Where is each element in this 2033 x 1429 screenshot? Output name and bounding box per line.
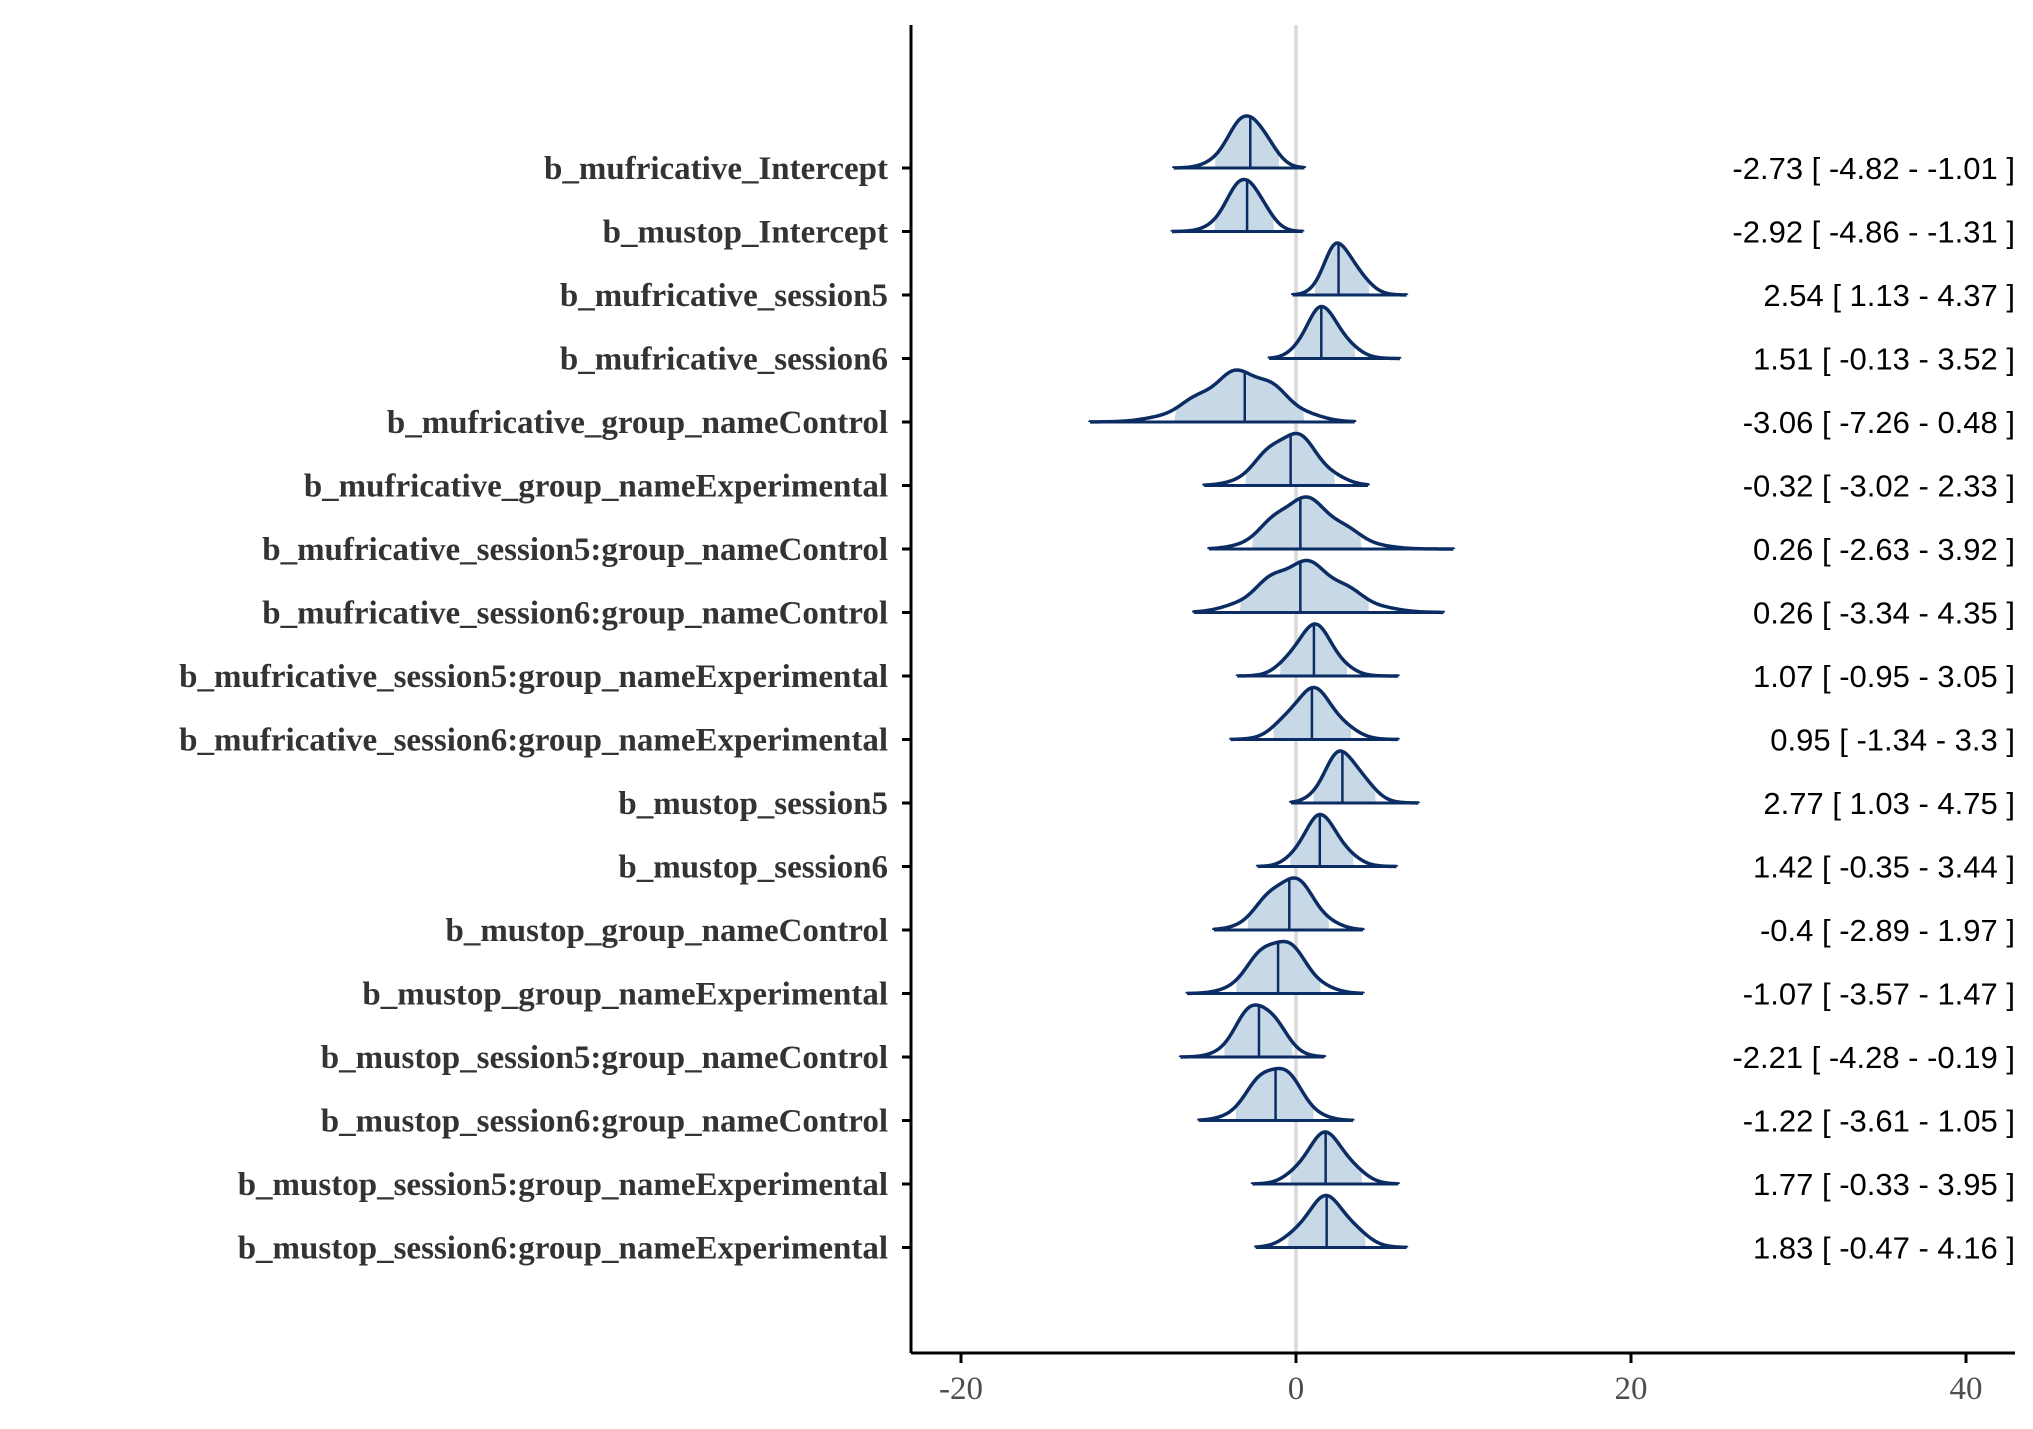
interval-label: -0.4 [ -2.89 - 1.97 ]: [1760, 913, 2015, 948]
parameter-label: b_mufricative_session6: [560, 342, 888, 378]
interval-label: -0.32 [ -3.02 - 2.33 ]: [1743, 469, 2015, 504]
density-curve: [1207, 495, 1456, 551]
interval-label: 1.51 [ -0.13 - 3.52 ]: [1753, 342, 2015, 377]
parameter-label: b_mustop_Intercept: [603, 215, 888, 251]
interval-label: 1.42 [ -0.35 - 3.44 ]: [1753, 850, 2015, 885]
parameter-label: b_mufricative_session6:group_nameControl: [262, 596, 888, 632]
interval-label: 0.95 [ -1.34 - 3.3 ]: [1770, 723, 2015, 758]
interval-label: -2.73 [ -4.82 - -1.01 ]: [1732, 151, 2015, 186]
density-curve: [1250, 1130, 1400, 1186]
interval-label: -1.22 [ -3.61 - 1.05 ]: [1743, 1104, 2015, 1139]
interval-label: -2.21 [ -4.28 - -0.19 ]: [1732, 1040, 2015, 1075]
parameter-label: b_mustop_session5:group_nameControl: [321, 1040, 888, 1076]
interval-area: [1290, 814, 1354, 867]
density-curve: [1255, 812, 1399, 869]
x-tick-label: 20: [1615, 1371, 1648, 1407]
interval-area: [1251, 497, 1362, 549]
interval-label: 1.07 [ -0.95 - 3.05 ]: [1753, 659, 2015, 694]
parameter-label: b_mustop_session6:group_nameControl: [321, 1104, 888, 1140]
interval-label: -2.92 [ -4.86 - -1.31 ]: [1732, 215, 2015, 250]
density-curve: [1290, 241, 1409, 297]
density-curve: [1289, 749, 1421, 805]
parameter-label: b_mufricative_group_nameControl: [387, 405, 888, 441]
parameter-label: b_mustop_session5: [618, 786, 888, 822]
interval-labels: -2.73 [ -4.82 - -1.01 ] -2.92 [ -4.86 - -…: [1732, 151, 2015, 1266]
density-curve: [1228, 685, 1400, 742]
parameter-label: b_mustop_session5:group_nameExperimental: [238, 1167, 888, 1203]
x-tick-label: 0: [1288, 1371, 1305, 1407]
interval-label: 1.83 [ -0.47 - 4.16 ]: [1753, 1231, 2015, 1266]
density-curve: [1235, 622, 1400, 678]
parameter-label: b_mustop_session6:group_nameExperimental: [238, 1231, 888, 1267]
interval-label: 1.77 [ -0.33 - 3.95 ]: [1753, 1167, 2015, 1202]
density-curve: [1254, 1193, 1409, 1250]
interval-label: 2.77 [ 1.03 - 4.75 ]: [1763, 786, 2015, 821]
parameter-label: b_mufricative_session5:group_nameControl: [262, 532, 888, 568]
x-tick-label: 40: [1950, 1371, 1983, 1407]
density-curve: [1267, 304, 1402, 361]
interval-label: 2.54 [ 1.13 - 4.37 ]: [1763, 278, 2015, 313]
interval-area: [1214, 179, 1275, 232]
density-curve: [1202, 431, 1370, 487]
interval-label: -1.07 [ -3.57 - 1.47 ]: [1743, 977, 2015, 1012]
interval-area: [1293, 306, 1355, 359]
parameter-label: b_mustop_session6: [618, 850, 888, 886]
x-tick-label: -20: [939, 1371, 983, 1407]
parameter-label: b_mufricative_group_nameExperimental: [304, 469, 888, 505]
interval-label: 0.26 [ -2.63 - 3.92 ]: [1753, 532, 2015, 567]
parameter-label: b_mufricative_session5:group_nameExperim…: [179, 659, 888, 695]
parameter-label: b_mustop_group_nameControl: [445, 913, 888, 949]
parameter-label: b_mustop_group_nameExperimental: [362, 977, 888, 1013]
interval-label: -3.06 [ -7.26 - 0.48 ]: [1743, 405, 2015, 440]
interval-area: [1240, 560, 1369, 613]
parameter-label: b_mufricative_session5: [560, 278, 888, 314]
density-curve: [1197, 1066, 1355, 1123]
interval-label: 0.26 [ -3.34 - 4.35 ]: [1753, 596, 2015, 631]
density-curve: [1088, 368, 1357, 424]
parameter-label: b_mufricative_session6:group_nameExperim…: [179, 723, 888, 759]
interval-area: [1215, 116, 1280, 168]
density-curve: [1178, 1003, 1327, 1059]
parameter-label: b_mufricative_Intercept: [544, 151, 888, 187]
density-curve: [1170, 177, 1305, 234]
axes: -20 0 20 40: [902, 25, 2015, 1407]
parameter-labels: b_mufricative_Intercept b_mustop_Intercep…: [179, 151, 888, 1267]
density-curve: [1171, 114, 1307, 170]
density-curve: [1192, 558, 1446, 615]
density-ridges: [1088, 114, 1456, 1250]
density-curve: [1185, 939, 1365, 996]
